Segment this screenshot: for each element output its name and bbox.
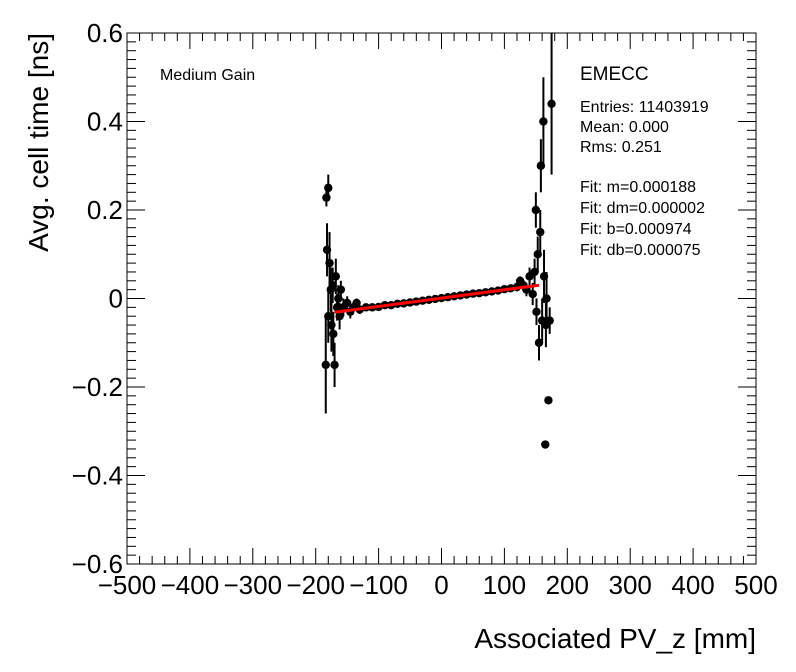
data-point <box>324 183 333 193</box>
y-axis-title: Avg. cell time [ns] <box>23 33 54 252</box>
y-tick-label: 0.6 <box>87 18 123 48</box>
data-point <box>531 205 541 215</box>
region-label: EMECC <box>580 64 649 85</box>
x-tick-label: −300 <box>224 570 283 600</box>
x-tick-label: 200 <box>546 570 589 600</box>
data-point <box>327 320 336 330</box>
data-point <box>324 312 333 321</box>
x-tick-label: −100 <box>349 570 408 600</box>
data-point <box>541 440 550 449</box>
x-tick-label: 400 <box>671 570 714 600</box>
data-point <box>342 298 352 308</box>
y-tick-label: 0.4 <box>87 107 123 137</box>
fit-db: Fit: db=0.000075 <box>580 242 701 259</box>
stats-rms: Rms: 0.251 <box>580 139 662 156</box>
fit-b: Fit: b=0.000974 <box>580 221 692 238</box>
data-point <box>328 281 337 290</box>
stats-mean: Mean: 0.000 <box>580 119 669 136</box>
x-tick-label: −500 <box>98 570 157 600</box>
x-tick-labels: −500 −400 −300 −200 −100 0 100 200 300 400 500 <box>98 570 778 600</box>
data-point <box>536 227 545 237</box>
x-tick-label: −400 <box>161 570 220 600</box>
data-point <box>321 360 330 370</box>
y-tick-label: −0.6 <box>72 549 123 579</box>
data-point <box>547 99 556 109</box>
x-tick-label: 300 <box>609 570 652 600</box>
y-tick-label: 0.2 <box>87 195 123 225</box>
data-points <box>321 33 556 449</box>
data-point <box>532 307 541 316</box>
stats-entries: Entries: 11403919 <box>580 99 709 116</box>
data-point <box>534 338 544 347</box>
data-point <box>539 117 548 126</box>
data-point <box>544 396 553 405</box>
x-tick-label: 500 <box>734 570 777 600</box>
x-tick-label: −200 <box>286 570 345 600</box>
x-tick-label: 0 <box>434 570 448 600</box>
y-tick-label: 0 <box>109 284 123 314</box>
data-point <box>528 289 537 299</box>
data-point <box>542 294 551 303</box>
data-point <box>335 312 344 321</box>
x-axis-title: Associated PV_z [mm] <box>474 623 756 654</box>
y-tick-label: −0.2 <box>72 372 123 402</box>
gain-label: Medium Gain <box>160 67 255 84</box>
fit-line <box>334 283 540 314</box>
y-tick-label: −0.4 <box>72 461 123 491</box>
data-point <box>545 316 554 325</box>
fit-dm: Fit: dm=0.000002 <box>580 200 705 217</box>
data-point <box>331 272 341 281</box>
data-point <box>336 285 346 294</box>
fit-m: Fit: m=0.000188 <box>580 179 696 196</box>
data-point <box>329 329 338 339</box>
axis-ticks <box>126 32 757 565</box>
data-point <box>530 267 539 277</box>
x-tick-label: 100 <box>483 570 526 600</box>
data-point <box>325 258 334 268</box>
y-tick-labels: −0.6 −0.4 −0.2 0 0.2 0.4 0.6 <box>72 18 123 579</box>
data-point <box>330 360 339 370</box>
data-point <box>352 298 361 308</box>
data-point <box>322 193 331 202</box>
